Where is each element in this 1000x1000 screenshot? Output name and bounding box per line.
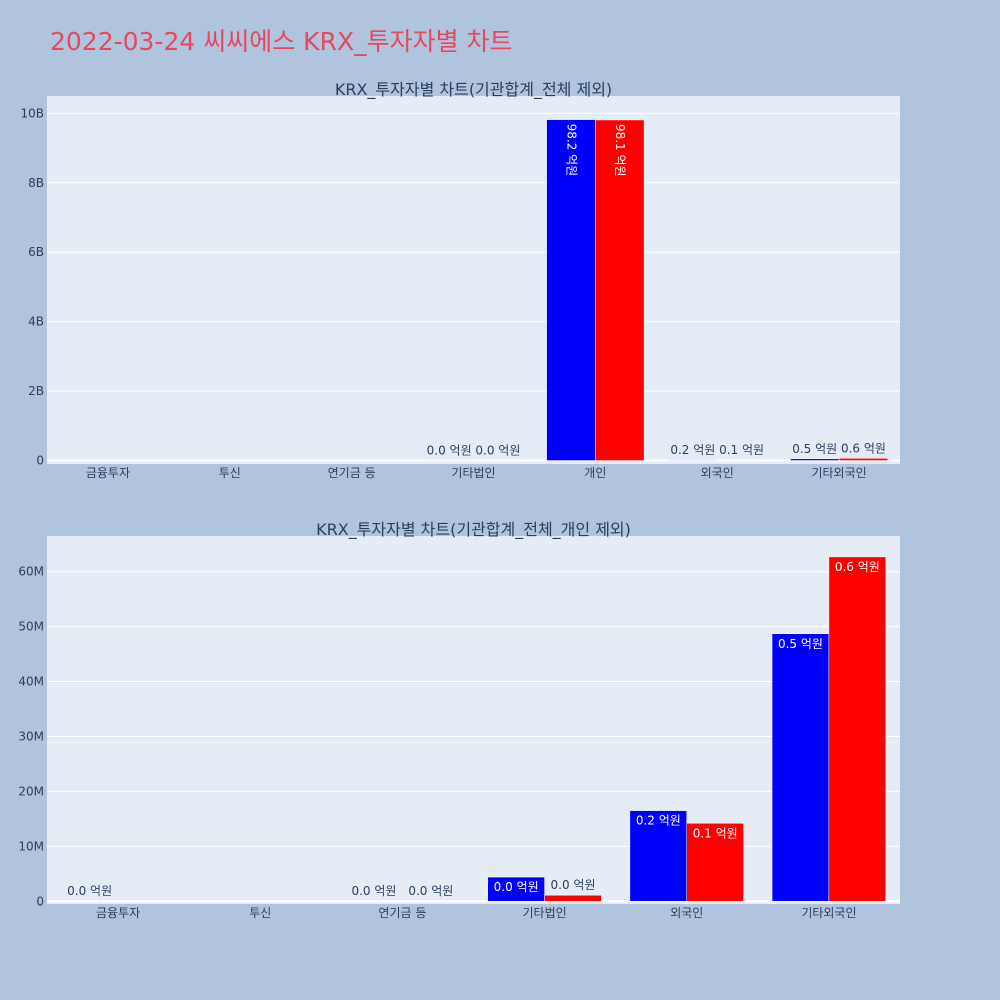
- x-tick-label: 연기금 등: [378, 906, 426, 920]
- bar: [668, 459, 718, 461]
- x-tick-label: 금융투자: [96, 906, 140, 920]
- y-tick-label: 20M: [18, 784, 44, 798]
- y-tick-label: 30M: [18, 729, 44, 743]
- bar: [838, 458, 889, 461]
- y-tick-label: 0: [36, 454, 44, 468]
- x-tick-label: 개인: [584, 466, 606, 480]
- data-label: 0.6 억원: [835, 560, 880, 574]
- data-label: 0.0 억원: [427, 443, 472, 457]
- y-tick-label: 6B: [28, 245, 44, 259]
- y-tick-label: 10M: [18, 839, 44, 853]
- subplot-title-2: KRX_투자자별 차트(기관합계_전체_개인 제외): [316, 520, 631, 540]
- bar: [487, 876, 545, 902]
- x-tick-label: 외국인: [701, 466, 734, 480]
- data-label: 0.0 억원: [475, 443, 520, 457]
- data-label: 0.1 억원: [693, 826, 738, 840]
- bar: [771, 633, 830, 902]
- data-label: 0.0 억원: [494, 880, 539, 894]
- y-tick-label: 10B: [20, 106, 44, 120]
- page-title: 2022-03-24 씨씨에스 KRX_투자자별 차트: [50, 27, 513, 56]
- bar: [629, 810, 688, 902]
- data-label: 0.0 억원: [351, 884, 396, 898]
- y-tick-label: 60M: [18, 565, 44, 579]
- data-label: 98.1 억원: [613, 124, 627, 177]
- x-tick-label: 기타외국인: [811, 466, 866, 480]
- data-label: 0.1 억원: [719, 443, 764, 457]
- data-label: 0.2 억원: [636, 814, 681, 828]
- data-label: 0.0 억원: [408, 884, 453, 898]
- x-tick-label: 기타법인: [522, 906, 566, 920]
- bar: [595, 119, 645, 461]
- data-label: 0.5 억원: [778, 637, 823, 651]
- subplot-title-1: KRX_투자자별 차트(기관합계_전체 제외): [335, 80, 612, 100]
- x-tick-label: 연기금 등: [328, 466, 376, 480]
- data-label: 0.0 억원: [551, 878, 596, 892]
- x-tick-label: 외국인: [670, 906, 703, 920]
- data-label: 0.0 억원: [67, 884, 112, 898]
- x-tick-label: 투신: [249, 906, 271, 920]
- y-tick-label: 40M: [18, 675, 44, 689]
- bar: [790, 458, 840, 461]
- x-tick-label: 금융투자: [86, 466, 130, 480]
- data-label: 0.2 억원: [670, 443, 715, 457]
- plot-area-2: [47, 536, 900, 904]
- x-tick-label: 투신: [219, 466, 241, 480]
- plot-area-1: [47, 96, 900, 464]
- x-tick-label: 기타외국인: [801, 906, 856, 920]
- bar: [686, 823, 744, 902]
- y-tick-label: 4B: [28, 315, 44, 329]
- bar: [828, 556, 887, 902]
- y-tick-label: 2B: [28, 384, 44, 398]
- data-label: 0.6 억원: [841, 441, 886, 455]
- bar: [544, 894, 602, 902]
- x-tick-label: 기타법인: [451, 466, 495, 480]
- y-tick-label: 0: [36, 894, 44, 908]
- data-label: 0.5 억원: [792, 442, 837, 456]
- y-tick-label: 50M: [18, 620, 44, 634]
- y-tick-label: 8B: [28, 176, 44, 190]
- data-label: 98.2 억원: [564, 124, 578, 177]
